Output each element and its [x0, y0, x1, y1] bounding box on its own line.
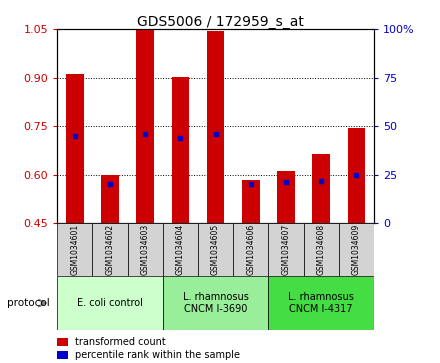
- Bar: [128, 223, 163, 276]
- Bar: [233, 223, 268, 276]
- Bar: [207, 31, 224, 223]
- Bar: [136, 30, 154, 223]
- Bar: [312, 154, 330, 223]
- Bar: [57, 276, 163, 330]
- Text: GSM1034605: GSM1034605: [211, 224, 220, 275]
- Bar: [198, 223, 233, 276]
- Text: GDS5006 / 172959_s_at: GDS5006 / 172959_s_at: [136, 15, 304, 29]
- Bar: [101, 175, 119, 223]
- Text: L. rhamnosus
CNCM I-3690: L. rhamnosus CNCM I-3690: [183, 292, 249, 314]
- Bar: [268, 276, 374, 330]
- Text: GSM1034604: GSM1034604: [176, 224, 185, 275]
- Text: GSM1034606: GSM1034606: [246, 224, 255, 275]
- Text: L. rhamnosus
CNCM I-4317: L. rhamnosus CNCM I-4317: [288, 292, 354, 314]
- Bar: [172, 77, 189, 223]
- Bar: [304, 223, 339, 276]
- Bar: [57, 338, 68, 346]
- Bar: [242, 180, 260, 223]
- Bar: [163, 223, 198, 276]
- Bar: [163, 276, 268, 330]
- Bar: [277, 171, 295, 223]
- Text: transformed count: transformed count: [75, 337, 165, 347]
- Bar: [57, 351, 68, 359]
- Text: GSM1034607: GSM1034607: [282, 224, 290, 275]
- Bar: [339, 223, 374, 276]
- Bar: [268, 223, 304, 276]
- Text: E. coli control: E. coli control: [77, 298, 143, 308]
- Text: GSM1034601: GSM1034601: [70, 224, 79, 275]
- Text: GSM1034608: GSM1034608: [317, 224, 326, 275]
- Bar: [66, 74, 84, 223]
- Text: GSM1034603: GSM1034603: [141, 224, 150, 275]
- Bar: [57, 223, 92, 276]
- Text: GSM1034609: GSM1034609: [352, 224, 361, 275]
- Bar: [92, 223, 128, 276]
- Text: GSM1034602: GSM1034602: [106, 224, 114, 275]
- Text: protocol: protocol: [7, 298, 49, 308]
- Text: percentile rank within the sample: percentile rank within the sample: [75, 350, 240, 360]
- Bar: [348, 128, 365, 223]
